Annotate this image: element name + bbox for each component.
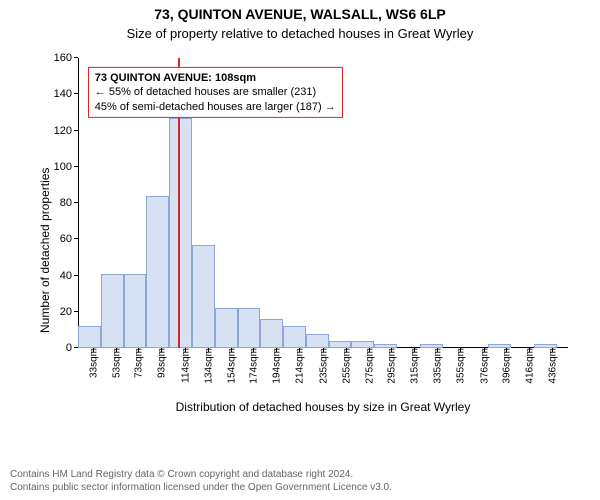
histogram-bar	[306, 334, 329, 349]
y-tick-label: 60	[60, 233, 78, 245]
x-tick-label: 235sqm	[317, 348, 330, 384]
info-line-1: 73 QUINTON AVENUE: 108sqm	[95, 71, 336, 85]
y-tick-label: 20	[60, 306, 78, 318]
x-tick-label: 33sqm	[86, 348, 99, 378]
histogram-bar	[101, 274, 124, 348]
x-tick-label: 114sqm	[179, 348, 192, 383]
x-tick-label: 335sqm	[430, 348, 443, 384]
y-tick-label: 120	[54, 125, 78, 137]
x-tick-label: 295sqm	[385, 348, 398, 384]
footer-attribution: Contains HM Land Registry data © Crown c…	[10, 469, 392, 494]
x-tick-label: 275sqm	[362, 348, 375, 384]
histogram-bar	[420, 344, 443, 348]
y-tick-label: 80	[60, 197, 78, 209]
y-tick-label: 0	[66, 342, 78, 354]
y-axis-label: Number of detached properties	[38, 168, 52, 333]
footer-line-1: Contains HM Land Registry data © Crown c…	[10, 469, 392, 482]
x-tick-label: 255sqm	[339, 348, 352, 384]
histogram-bar	[488, 344, 511, 348]
x-tick-label: 436sqm	[546, 348, 559, 384]
y-tick-label: 100	[54, 161, 78, 173]
chart-subtitle: Size of property relative to detached ho…	[0, 26, 600, 41]
chart-title: 73, QUINTON AVENUE, WALSALL, WS6 6LP	[0, 6, 600, 22]
y-tick-label: 40	[60, 270, 78, 282]
histogram-bar	[215, 308, 238, 348]
histogram-bar	[351, 341, 374, 348]
histogram-bar	[146, 196, 169, 348]
x-tick-label: 134sqm	[201, 348, 214, 384]
x-tick-label: 315sqm	[408, 348, 421, 384]
histogram-bar	[192, 245, 215, 348]
histogram-bar	[534, 344, 557, 348]
x-tick-label: 396sqm	[500, 348, 513, 384]
histogram-bar	[374, 344, 397, 348]
histogram-bar	[78, 326, 101, 348]
histogram-bar	[283, 326, 306, 348]
x-tick-label: 194sqm	[270, 348, 283, 384]
x-tick-label: 416sqm	[523, 348, 536, 384]
plot-region: 02040608010012014016033sqm53sqm73sqm93sq…	[78, 58, 568, 348]
x-tick-label: 214sqm	[293, 348, 306, 384]
info-line-2: ← 55% of detached houses are smaller (23…	[95, 85, 336, 99]
histogram-bar	[124, 274, 147, 348]
y-axis-line	[78, 58, 79, 348]
x-tick-label: 53sqm	[109, 348, 122, 378]
x-axis-label: Distribution of detached houses by size …	[78, 400, 568, 414]
histogram-bar	[260, 319, 283, 348]
histogram-bar	[169, 118, 192, 348]
info-box: 73 QUINTON AVENUE: 108sqm← 55% of detach…	[88, 67, 343, 118]
info-line-3: 45% of semi-detached houses are larger (…	[95, 100, 336, 114]
histogram-bar	[329, 341, 352, 348]
x-tick-label: 355sqm	[453, 348, 466, 384]
histogram-bar	[238, 308, 261, 348]
x-tick-label: 174sqm	[247, 348, 260, 384]
y-tick-label: 140	[54, 88, 78, 100]
x-tick-label: 73sqm	[132, 348, 145, 378]
x-tick-label: 93sqm	[155, 348, 168, 378]
x-tick-label: 154sqm	[224, 348, 237, 384]
y-tick-label: 160	[54, 52, 78, 64]
x-tick-label: 376sqm	[477, 348, 490, 384]
footer-line-2: Contains public sector information licen…	[10, 482, 392, 495]
chart-area: Number of detached properties 0204060801…	[48, 48, 578, 408]
